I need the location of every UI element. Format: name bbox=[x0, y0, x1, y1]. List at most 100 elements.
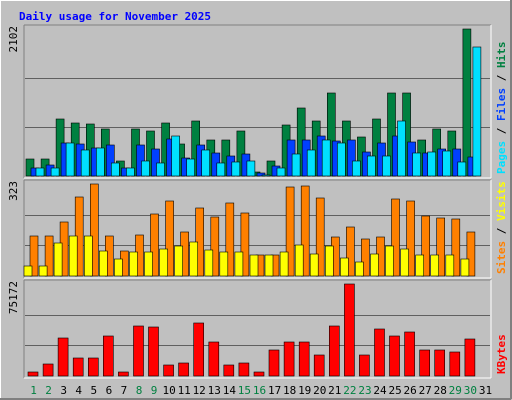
bar-sites-day-2 bbox=[44, 235, 54, 277]
side-legend-part: Hits bbox=[495, 42, 508, 69]
x-tick-label: 29 bbox=[449, 384, 462, 397]
bar-pages-day-22 bbox=[352, 160, 361, 177]
x-tick-label: 11 bbox=[178, 384, 191, 397]
bar-kbytes-day-4 bbox=[72, 357, 84, 377]
x-tick-label: 26 bbox=[403, 384, 416, 397]
x-tick-label: 4 bbox=[75, 384, 82, 397]
bar-kbytes-day-9 bbox=[148, 326, 159, 377]
bar-hits-day-1 bbox=[25, 158, 35, 177]
bar-visits-day-30 bbox=[460, 258, 470, 277]
bar-visits-day-24 bbox=[370, 253, 379, 277]
bar-visits-day-13 bbox=[204, 249, 214, 277]
bar-visits-day-2 bbox=[38, 265, 48, 277]
bar-kbytes-day-12 bbox=[193, 322, 204, 377]
x-tick-label: 14 bbox=[223, 384, 237, 397]
bar-visits-day-16 bbox=[249, 254, 259, 277]
bar-kbytes-day-19 bbox=[298, 341, 310, 377]
bar-pages-day-27 bbox=[427, 151, 437, 177]
bar-kbytes-day-5 bbox=[88, 357, 99, 377]
bar-pages-day-14 bbox=[231, 161, 241, 177]
bar-pages-day-26 bbox=[412, 152, 421, 177]
x-tick-label: 8 bbox=[136, 384, 143, 397]
bar-sites-day-13 bbox=[210, 216, 220, 277]
side-legend-part: Visits bbox=[495, 181, 508, 221]
y-max-label: 323 bbox=[7, 181, 20, 201]
bar-pages-day-19 bbox=[306, 149, 316, 177]
x-tick-label: 21 bbox=[328, 384, 341, 397]
bar-kbytes-day-26 bbox=[404, 331, 415, 377]
bar-files-day-9 bbox=[151, 148, 160, 177]
x-tick-label: 12 bbox=[193, 384, 206, 397]
side-legend-part: / bbox=[495, 121, 508, 141]
x-tick-label: 31 bbox=[479, 384, 492, 397]
x-tick-label: 9 bbox=[151, 384, 158, 397]
bar-kbytes-day-8 bbox=[133, 325, 144, 377]
bar-kbytes-day-2 bbox=[42, 363, 54, 377]
bar-kbytes-day-16 bbox=[253, 371, 265, 377]
bar-kbytes-day-22 bbox=[344, 283, 355, 377]
bar-visits-day-5 bbox=[84, 235, 93, 277]
bar-visits-day-25 bbox=[385, 245, 394, 277]
bar-visits-day-28 bbox=[430, 254, 440, 277]
x-tick-label: 7 bbox=[121, 384, 128, 397]
bar-visits-day-19 bbox=[294, 244, 304, 277]
bar-sites-day-29 bbox=[451, 218, 461, 277]
bar-sites-day-26 bbox=[406, 200, 415, 277]
bar-sites-day-23 bbox=[361, 238, 370, 277]
bar-sites-day-25 bbox=[391, 198, 400, 277]
bar-visits-day-8 bbox=[129, 251, 138, 277]
bar-pages-day-28 bbox=[442, 150, 452, 177]
bar-visits-day-29 bbox=[445, 254, 455, 277]
bar-pages-day-3 bbox=[65, 142, 75, 177]
kbytes-panel: 75172 KBytes bbox=[7, 279, 508, 379]
bar-pages-day-21 bbox=[336, 142, 346, 177]
x-tick-label: 3 bbox=[60, 384, 67, 397]
side-legend: Pages / Files / Hits bbox=[495, 42, 508, 175]
bar-visits-day-20 bbox=[309, 253, 319, 277]
y-max-label: 75172 bbox=[7, 281, 20, 314]
bar-sites-day-9 bbox=[150, 213, 159, 277]
bar-kbytes-day-3 bbox=[57, 337, 69, 377]
bar-kbytes-day-20 bbox=[313, 354, 325, 377]
bar-sites-day-5 bbox=[90, 183, 99, 277]
bar-pages-day-5 bbox=[96, 147, 105, 177]
bar-kbytes-day-14 bbox=[223, 364, 235, 377]
bar-pages-day-9 bbox=[156, 162, 165, 177]
bar-pages-day-25 bbox=[397, 120, 406, 177]
bar-files-day-8 bbox=[136, 144, 145, 177]
bar-visits-day-15 bbox=[234, 251, 244, 277]
bar-sites-day-1 bbox=[29, 235, 39, 277]
side-legend: Sites / Visits bbox=[495, 181, 508, 274]
x-tick-label: 28 bbox=[434, 384, 447, 397]
bar-visits-day-4 bbox=[68, 235, 78, 277]
bar-sites-day-30 bbox=[466, 231, 476, 277]
bar-kbytes-day-29 bbox=[449, 351, 461, 377]
bar-hits-day-25 bbox=[387, 92, 396, 177]
x-axis-labels: 1 2 3 4 5 6 7 8 9 10 11 12 13 14 15 16 17 18 19 20 21 22 23 24 2… bbox=[30, 384, 492, 397]
bar-pages-day-11 bbox=[186, 158, 195, 177]
bar-sites-day-28 bbox=[436, 217, 446, 277]
bar-kbytes-day-23 bbox=[359, 354, 370, 377]
side-legend: KBytes bbox=[495, 334, 508, 374]
bar-pages-day-20 bbox=[321, 139, 331, 177]
x-tick-label: 23 bbox=[358, 384, 371, 397]
bar-kbytes-day-11 bbox=[178, 362, 189, 377]
bar-pages-day-24 bbox=[382, 155, 391, 177]
bar-pages-day-7 bbox=[126, 167, 135, 177]
y-max-label: 2102 bbox=[7, 26, 20, 53]
x-tick-label: 24 bbox=[373, 384, 387, 397]
bar-kbytes-day-6 bbox=[103, 335, 114, 377]
x-tick-label: 5 bbox=[90, 384, 97, 397]
bar-visits-day-22 bbox=[340, 257, 349, 277]
bar-kbytes-day-17 bbox=[268, 349, 280, 377]
x-tick-label: 1 bbox=[30, 384, 37, 397]
bar-pages-day-6 bbox=[111, 162, 120, 177]
bar-pages-day-17 bbox=[276, 167, 286, 177]
bar-pages-day-1 bbox=[35, 167, 45, 177]
bar-files-day-6 bbox=[106, 144, 115, 177]
bar-kbytes-day-30 bbox=[464, 338, 476, 377]
bar-pages-day-2 bbox=[50, 167, 60, 177]
bar-sites-day-27 bbox=[421, 215, 431, 277]
bar-pages-day-10 bbox=[171, 135, 180, 177]
